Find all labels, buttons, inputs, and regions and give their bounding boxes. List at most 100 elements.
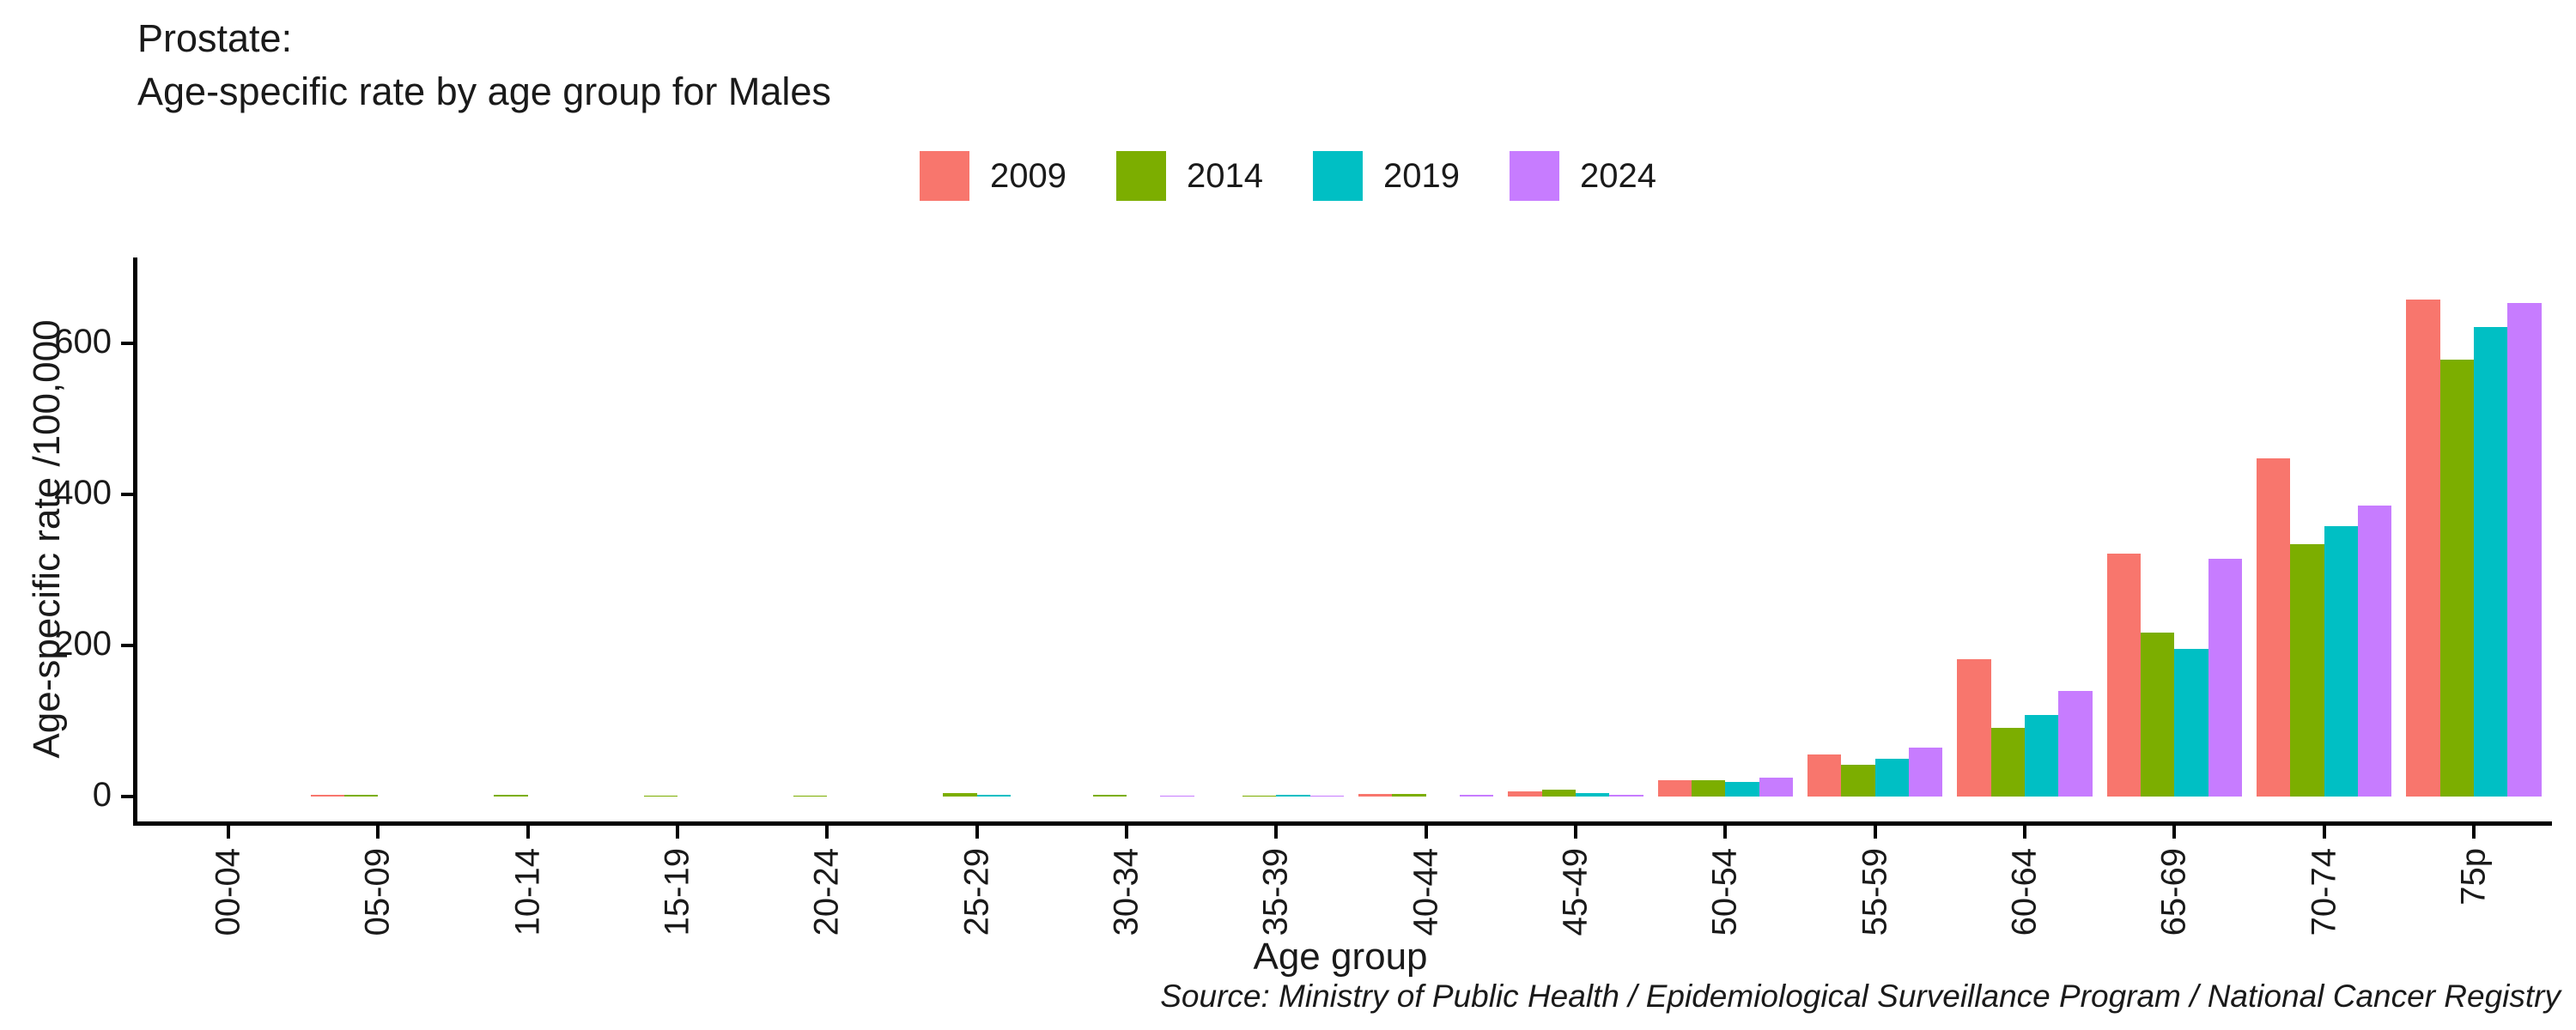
bar-40-44-2014 [1392,794,1426,797]
bar-30-34-2014 [1092,794,1127,797]
x-tick-label: 35-39 [1256,848,1295,936]
x-tick-mark [1274,826,1279,839]
x-tick-mark [1424,826,1428,839]
bar-50-54-2024 [1759,777,1793,797]
bar-05-09-2009 [310,794,344,797]
legend-swatch [1116,151,1167,201]
x-tick-mark [975,826,979,839]
legend-swatch [1313,151,1363,201]
x-tick-label: 25-29 [957,848,996,936]
x-tick-mark [2322,826,2326,839]
bar-60-64-2014 [1990,727,2025,797]
legend-label: 2009 [990,156,1067,195]
bar-55-59-2014 [1841,764,1875,797]
bar-65-69-2009 [2106,554,2141,797]
bar-20-24-2014 [793,795,828,797]
legend-label: 2019 [1383,156,1460,195]
x-tick-mark [1873,826,1877,839]
bar-35-39-2014 [1242,795,1277,797]
y-tick-mark [121,492,134,496]
bar-75p-2019 [2473,327,2508,797]
plot-panel: 0 200 400 600 00-04 05-09 10-14 15-19 20-24 25-29… [54,258,2552,936]
bar-45-49-2009 [1508,791,1542,797]
bar-50-54-2014 [1691,780,1726,797]
x-tick-label: 05-09 [358,848,397,936]
bar-55-59-2019 [1874,758,1909,797]
bar-10-14-2014 [494,794,528,797]
x-tick-label: 20-24 [807,848,846,936]
y-tick-label: 200 [54,624,112,663]
x-tick-mark [1573,826,1577,839]
source-caption: Source: Ministry of Public Health / Epid… [1160,978,2561,1014]
x-tick-mark [2471,826,2476,839]
bar-65-69-2024 [2208,559,2242,797]
bar-75p-2009 [2406,299,2440,797]
bar-45-49-2024 [1609,794,1643,797]
legend-item-2024: 2024 [1509,151,1656,201]
bar-70-74-2024 [2357,505,2392,797]
bar-05-09-2014 [343,794,379,797]
x-tick-label: 70-74 [2305,848,2343,936]
x-tick-label: 00-04 [209,848,247,936]
bar-70-74-2019 [2324,525,2358,797]
bar-60-64-2019 [2024,714,2059,797]
x-tick-label: 30-34 [1107,848,1145,936]
y-tick-label: 400 [54,473,112,512]
x-tick-label: 75p [2454,848,2493,906]
bar-40-44-2009 [1358,794,1393,797]
x-tick-mark [1124,826,1128,839]
bar-70-74-2014 [2290,543,2324,797]
bar-50-54-2009 [1657,780,1692,797]
x-tick-mark [227,826,230,839]
x-tick-label: 15-19 [658,848,696,936]
y-tick-label: 600 [54,322,112,360]
legend-label: 2014 [1187,156,1263,195]
x-tick-label: 45-49 [1556,848,1595,936]
bar-25-29-2014 [943,793,977,797]
x-tick-label: 50-54 [1705,848,1744,936]
x-tick-mark [2022,826,2026,839]
bar-15-19-2014 [643,795,677,797]
bar-75p-2024 [2507,303,2542,797]
bar-25-29-2019 [976,794,1011,797]
legend-item-2009: 2009 [920,151,1066,201]
y-axis-title: Age-specific rate /100,000 [26,319,68,759]
x-tick-mark [526,826,530,839]
legend-item-2019: 2019 [1313,151,1460,201]
chart-title-line1: Prostate: [137,16,293,60]
y-tick-label: 0 [92,775,112,814]
legend-label: 2024 [1579,156,1656,195]
x-tick-label: 55-59 [1856,848,1894,936]
x-tick-label: 60-64 [2005,848,2044,936]
y-tick-mark [121,643,134,647]
bar-45-49-2014 [1541,789,1576,797]
bar-40-44-2024 [1459,794,1494,797]
bar-50-54-2019 [1725,781,1759,797]
bar-55-59-2009 [1807,754,1842,797]
y-tick-mark [121,794,134,798]
bar-45-49-2019 [1575,793,1610,797]
bar-30-34-2024 [1160,795,1194,797]
bar-70-74-2009 [2256,458,2291,797]
x-tick-mark [825,826,829,839]
chart-title-line2: Age-specific rate by age group for Males [137,70,831,114]
x-tick-label: 40-44 [1406,848,1445,936]
bar-75p-2014 [2439,360,2474,797]
bar-60-64-2009 [1957,658,1991,797]
bar-55-59-2024 [1908,748,1943,797]
legend-swatch [920,151,970,201]
y-tick-mark [121,341,134,345]
x-tick-label: 10-14 [508,848,547,936]
x-tick-mark [376,826,380,839]
x-tick-label: 65-69 [2154,848,2193,936]
x-tick-mark [2172,826,2177,839]
x-tick-mark [1723,826,1728,839]
bar-60-64-2024 [2058,690,2093,797]
x-axis-title: Age group [1253,936,1428,978]
bar-65-69-2014 [2140,632,2175,797]
bar-35-39-2019 [1276,794,1310,797]
legend: 2009 2014 2019 2024 [0,151,2576,201]
legend-item-2014: 2014 [1116,151,1263,201]
bar-35-39-2024 [1309,795,1344,797]
